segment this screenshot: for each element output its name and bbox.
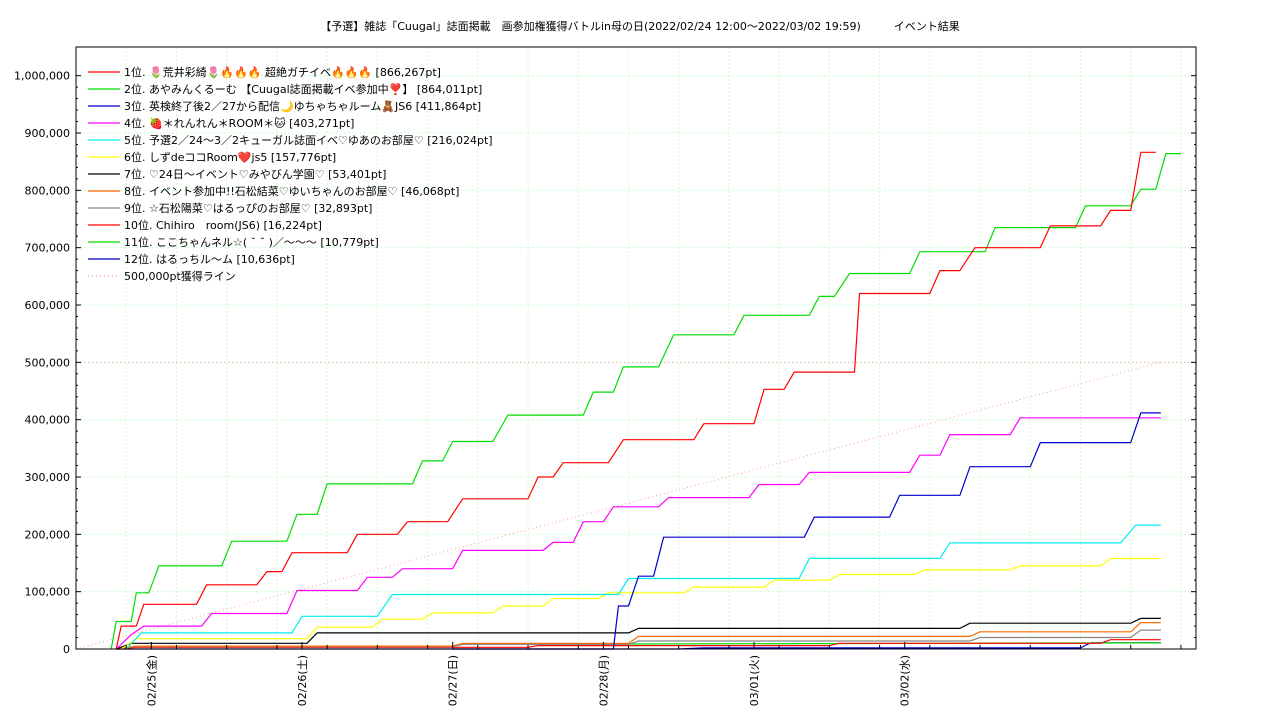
series-line-2 <box>110 153 1181 650</box>
plot-frame <box>75 46 1197 650</box>
axes: 0 100,000 200,000 300,000 400,000 500,000 600,… <box>14 70 1196 706</box>
series-line-5 <box>125 524 1161 650</box>
x-tick-label: 02/26(土) <box>296 655 309 706</box>
legend-entry: 10位. Chihiro room(JS6) [16,224pt] <box>124 218 322 232</box>
x-tick-label: 02/27(日) <box>447 655 460 706</box>
legend-entry: 4位. 🍓＊れんれん＊ROOM＊🐱 [403,271pt] <box>124 116 354 130</box>
legend-entry: 1位. 🌷荒井彩綺🌷🔥🔥🔥 超絶ガチイベ🔥🔥🔥 [866,267pt] <box>124 65 441 79</box>
x-tick-label: 03/02(水) <box>899 655 912 706</box>
y-tick-label: 600,000 <box>25 299 71 312</box>
y-tick-label: 800,000 <box>25 184 71 197</box>
legend-entry: 6位. しずdeココRoom❤️js5 [157,776pt] <box>124 150 336 164</box>
reference-line-layer <box>75 361 1196 650</box>
y-tick-label: 900,000 <box>25 127 71 140</box>
legend-entry: 500,000pt獲得ライン <box>124 270 236 283</box>
legend-entry: 7位. ♡24日〜イベント♡みやびん学園♡ [53,401pt] <box>124 167 386 181</box>
legend-entry: 9位. ☆石松陽菜♡はるっぴのお部屋♡ [32,893pt] <box>124 201 372 215</box>
chart-title: 【予選】雑誌「Cuugal」誌面掲載 画参加権獲得バトルin母の日(2022/0… <box>320 20 960 33</box>
series-line-7 <box>115 617 1161 650</box>
x-tick-label: 02/28(月) <box>597 655 610 706</box>
series-line-6 <box>120 557 1161 650</box>
series-line-3 <box>452 412 1161 650</box>
x-tick-label: 03/01(火) <box>748 655 761 706</box>
legend-entry: 11位. ここちゃんネル☆( ˘ ˘ )／〜〜〜 [10,779pt] <box>124 235 379 249</box>
legend-entry: 8位. イベント参加中!!石松結菜♡ゆいちゃんのお部屋♡ [46,068pt] <box>124 184 459 198</box>
x-tick-label: 02/25(金) <box>144 655 158 706</box>
y-tick-label: 500,000 <box>25 356 71 369</box>
y-tick-label: 300,000 <box>25 471 71 484</box>
y-tick-label: 400,000 <box>25 414 71 427</box>
legend-entry: 12位. はるっちル〜ム [10,636pt] <box>124 252 295 266</box>
legend: 1位. 🌷荒井彩綺🌷🔥🔥🔥 超絶ガチイベ🔥🔥🔥 [866,267pt] 2位. あ… <box>88 65 493 283</box>
y-tick-label: 700,000 <box>25 242 71 255</box>
y-tick-label: 1,000,000 <box>14 70 70 83</box>
legend-entry: 3位. 英検終了後2／27から配信🌙ゆちゃちゃルーム🧸JS6 [411,864p… <box>124 99 481 113</box>
series-line-8 <box>116 621 1161 650</box>
y-tick-label: 200,000 <box>25 528 71 541</box>
series-line-1 <box>115 151 1156 650</box>
y-tick-label: 100,000 <box>25 586 71 599</box>
y-tick-label: 0 <box>63 643 70 656</box>
series-line-4 <box>115 417 1161 650</box>
legend-entry: 5位. 予選2／24〜3／2キューガル誌面イベ♡ゆあのお部屋♡ [216,024… <box>124 133 493 147</box>
series-line-9 <box>116 629 1161 650</box>
legend-entry: 2位. あやみんくるーむ 【Cuugal誌面掲載イベ参加中❣️】 [864,01… <box>124 82 482 96</box>
